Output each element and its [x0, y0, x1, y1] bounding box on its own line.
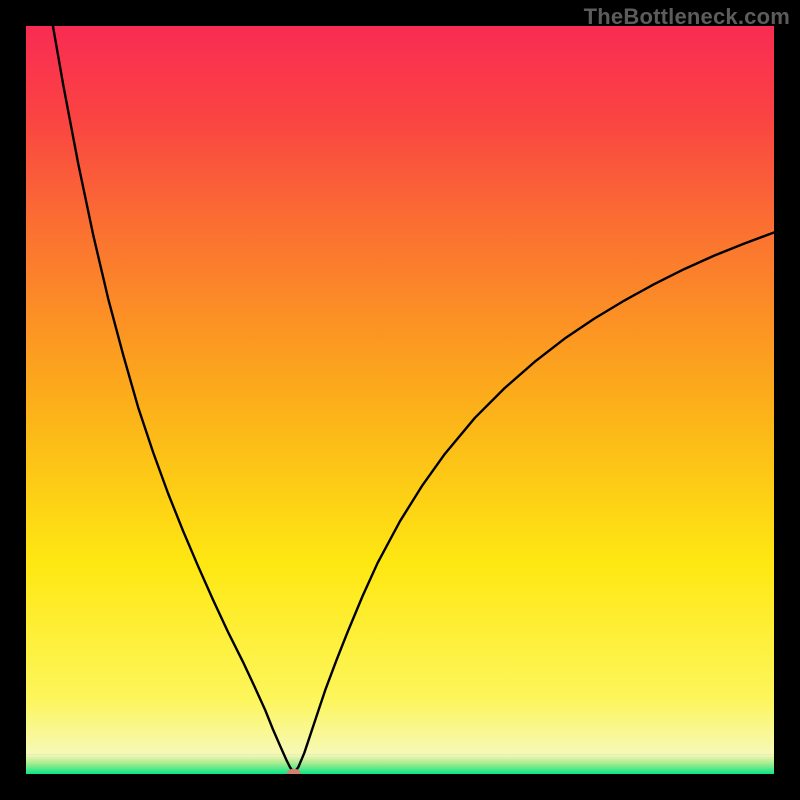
green-band [26, 755, 774, 774]
gradient-background [26, 26, 774, 755]
plot-area [26, 26, 774, 774]
watermark-text: TheBottleneck.com [584, 4, 790, 30]
bottleneck-curve-chart [26, 26, 774, 774]
chart-frame: TheBottleneck.com [0, 0, 800, 800]
